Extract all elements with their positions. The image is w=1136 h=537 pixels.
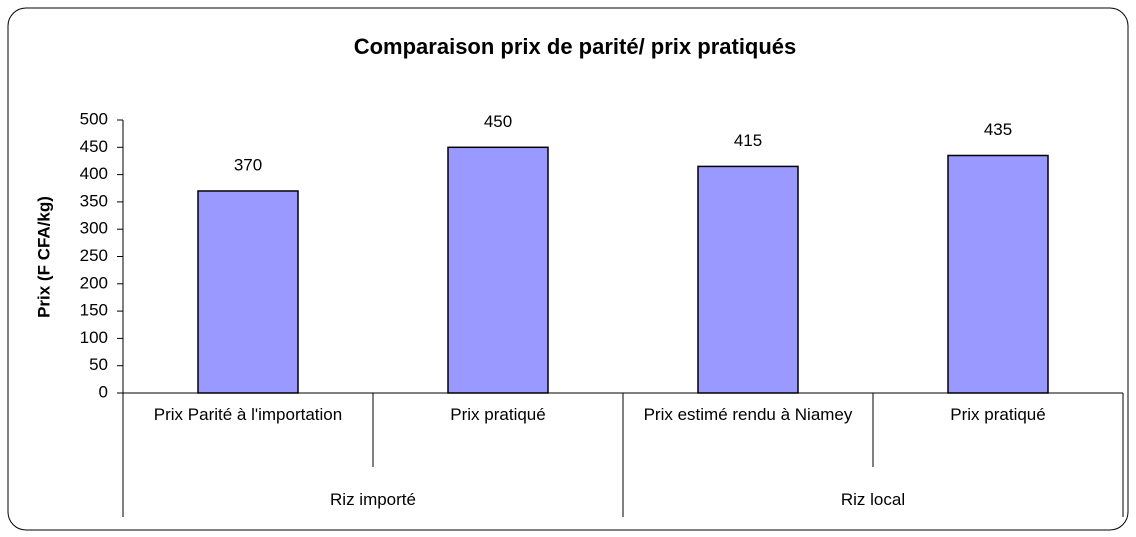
bar xyxy=(447,146,549,394)
y-tick-label: 350 xyxy=(80,191,108,210)
x-tick-label: Prix pratiqué xyxy=(450,405,546,424)
y-tick-label: 450 xyxy=(80,137,108,156)
y-tick-label: 400 xyxy=(80,164,108,183)
x-tick-label: Prix estimé rendu à Niamey xyxy=(643,405,853,424)
bar xyxy=(697,165,799,394)
y-tick-label: 300 xyxy=(80,219,108,238)
chart-border xyxy=(7,7,1129,531)
chart-title: Comparaison prix de parité/ prix pratiqu… xyxy=(354,34,797,59)
group-label: Riz local xyxy=(840,490,906,509)
y-axis-label: Prix (F CFA/kg) xyxy=(34,196,53,318)
bar xyxy=(197,190,299,394)
data-label: 435 xyxy=(984,120,1012,139)
x-tick-label: Prix Parité à l'importation xyxy=(153,405,343,424)
group-label: Riz importé xyxy=(330,490,416,509)
data-label: 415 xyxy=(734,131,762,150)
x-tick-label: Prix pratiqué xyxy=(950,405,1046,424)
y-tick-label: 200 xyxy=(80,273,108,292)
y-tick-label: 100 xyxy=(80,328,108,347)
y-tick-label: 150 xyxy=(80,301,108,320)
y-tick-label: 250 xyxy=(80,246,108,265)
y-tick-label: 500 xyxy=(80,109,108,128)
y-tick-label: 0 xyxy=(99,382,108,401)
y-tick-label: 50 xyxy=(89,355,108,374)
bar xyxy=(947,154,1049,394)
data-label: 450 xyxy=(484,112,512,131)
data-label: 370 xyxy=(234,155,262,174)
